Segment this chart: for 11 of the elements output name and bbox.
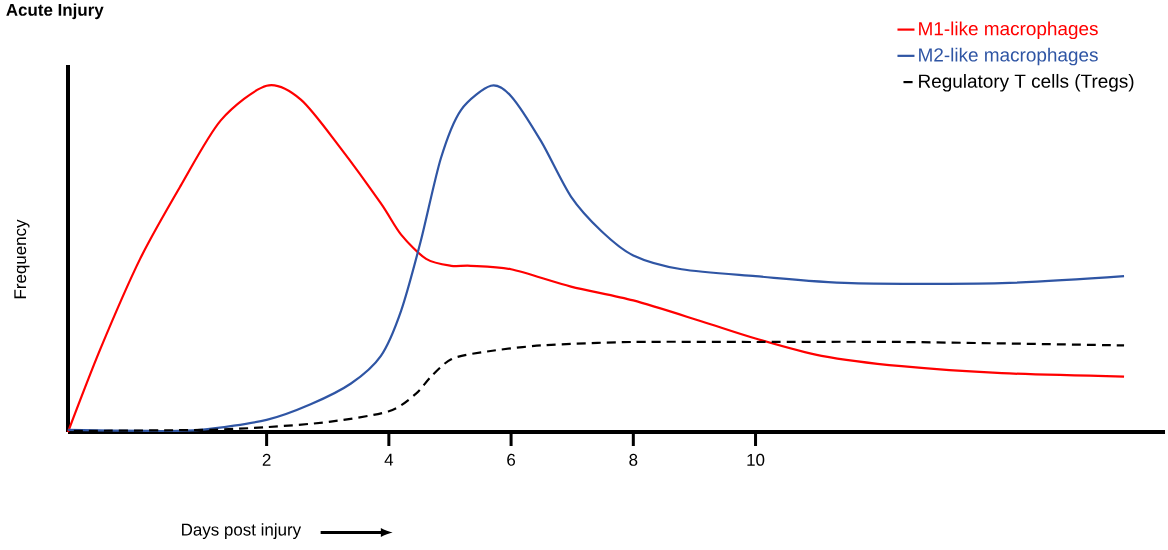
y-axis-title: Frequency	[14, 219, 30, 299]
legend-label: Regulatory T cells (Tregs)	[919, 73, 1134, 92]
x-tick-label: 4	[384, 453, 394, 466]
legend-label: M2-like macrophages	[919, 47, 1098, 66]
x-tick-label: 8	[629, 453, 638, 466]
legend-label: M1-like macrophages	[919, 21, 1098, 40]
chart-title: Acute Injury	[6, 3, 104, 20]
x-tick-label: 6	[507, 453, 516, 466]
x-tick-label: 2	[262, 453, 271, 466]
x-axis-title: Days post injury	[182, 523, 302, 539]
x-tick-label: 10	[747, 453, 765, 466]
